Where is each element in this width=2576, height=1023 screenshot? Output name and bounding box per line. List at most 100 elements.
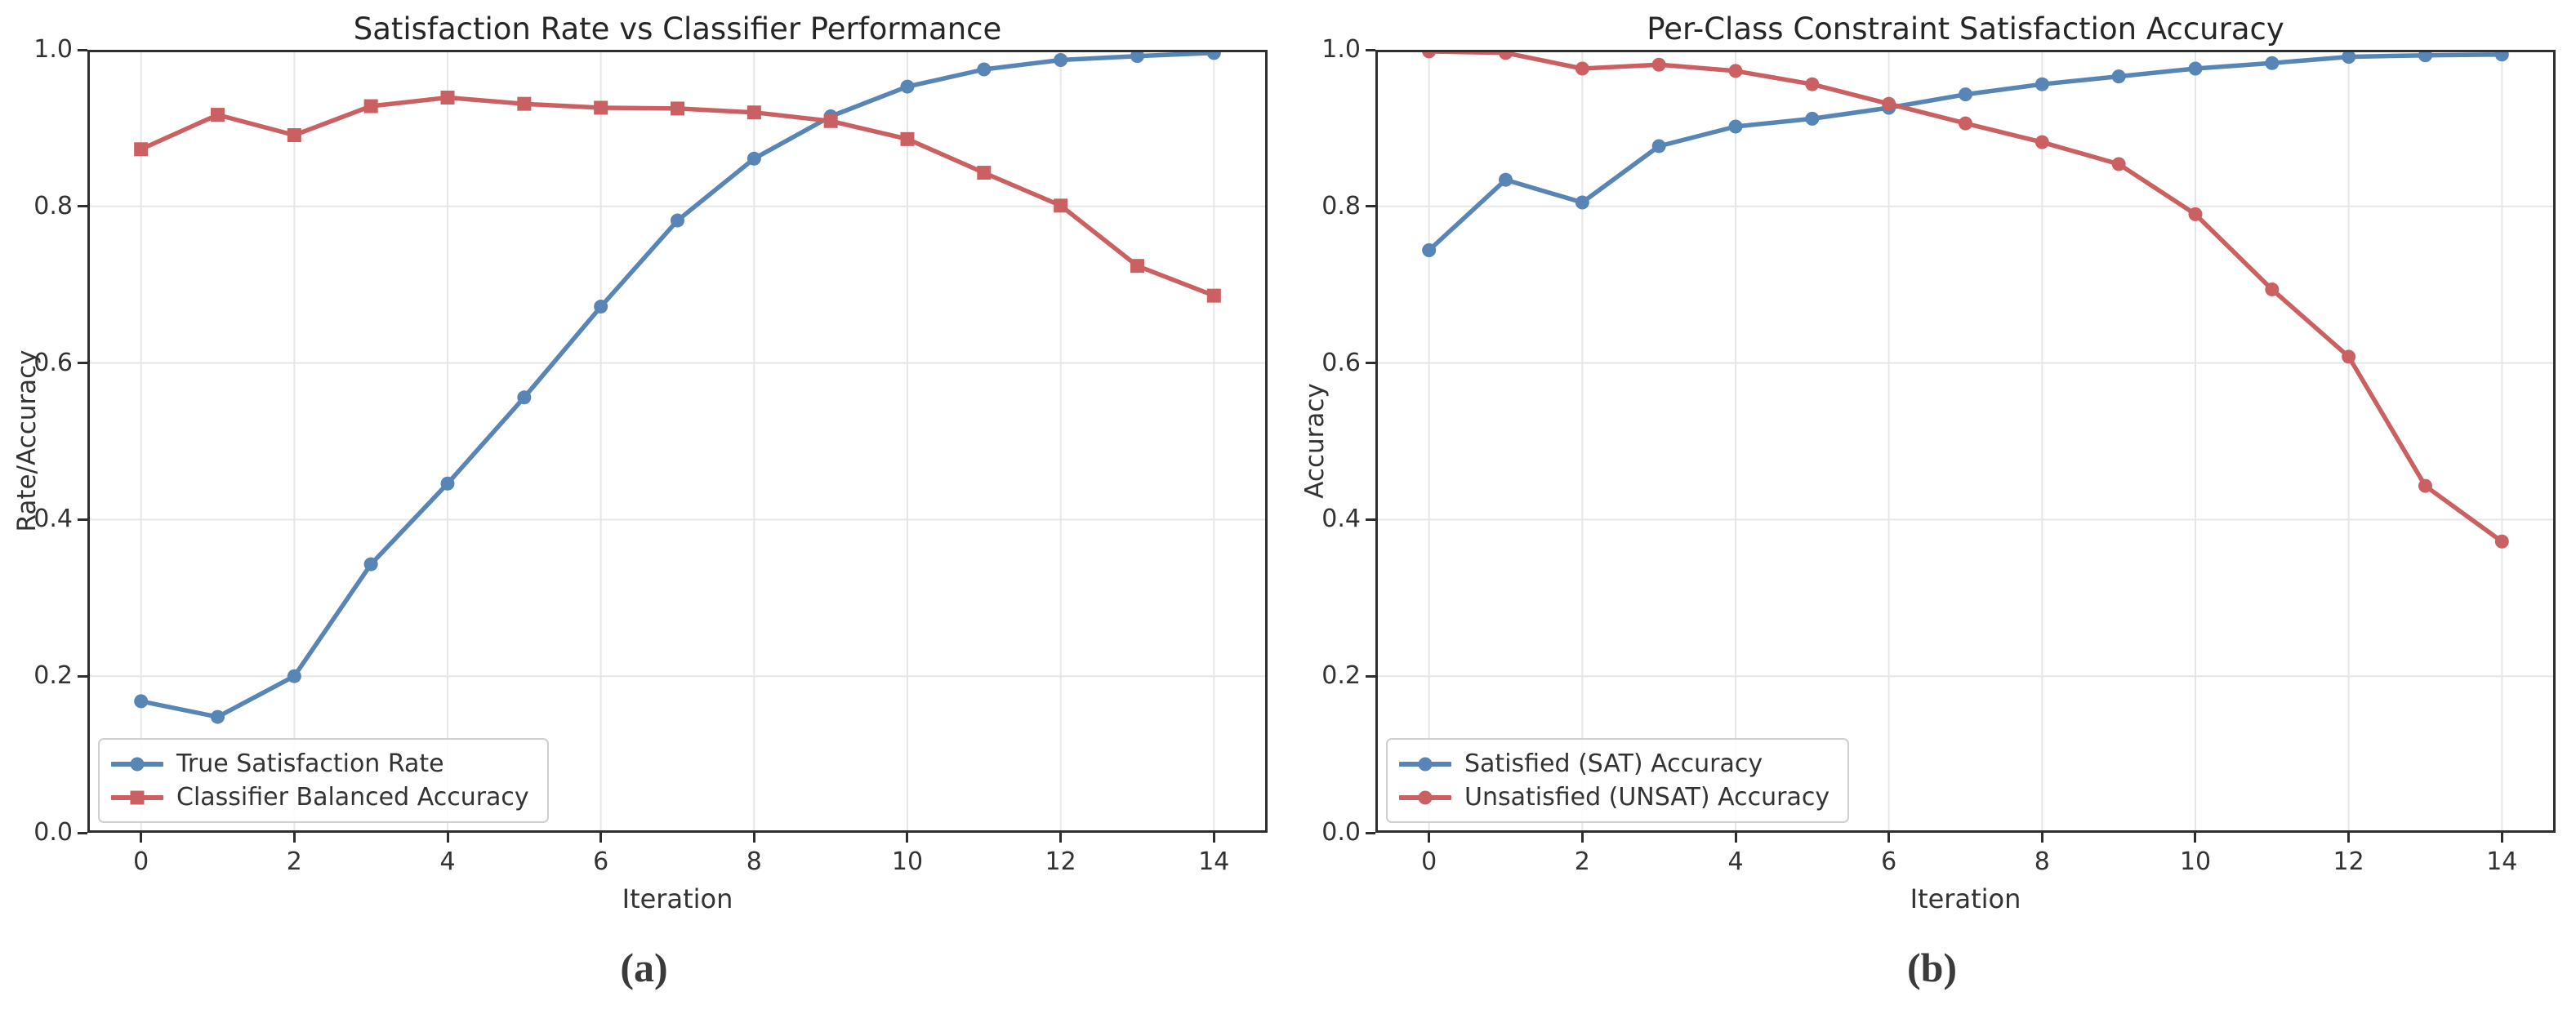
x-tick-label: 4 xyxy=(439,847,456,876)
circle-marker-icon xyxy=(1499,172,1513,187)
y-tick-label: 0.0 xyxy=(33,818,73,847)
circle-marker-icon xyxy=(2188,61,2203,76)
x-tick-label: 12 xyxy=(2333,847,2364,876)
axis-tick-mark xyxy=(1366,831,1375,834)
circle-marker-icon xyxy=(2035,135,2049,149)
circle-marker-icon xyxy=(1805,77,1820,91)
legend-label: Satisfied (SAT) Accuracy xyxy=(1464,749,1763,778)
square-marker-icon xyxy=(671,101,684,116)
square-marker-icon xyxy=(211,108,225,122)
circle-marker-icon xyxy=(130,757,145,771)
square-marker-icon xyxy=(440,90,455,105)
y-tick-label: 1.0 xyxy=(33,35,73,64)
square-marker-icon xyxy=(747,105,761,120)
y-tick-label: 0.2 xyxy=(33,661,73,691)
x-tick-label: 8 xyxy=(746,847,762,876)
axis-tick-mark xyxy=(446,833,449,843)
axis-tick-mark xyxy=(1212,833,1215,843)
x-tick-label: 14 xyxy=(2486,847,2518,876)
square-marker-icon xyxy=(823,113,838,128)
y-tick-label: 0.8 xyxy=(1321,191,1361,220)
panel-a: Satisfaction Rate vs Classifier Performa… xyxy=(12,11,1268,990)
axis-tick-mark xyxy=(78,831,87,834)
circle-marker-icon xyxy=(1418,757,1433,771)
chart-canvas xyxy=(1375,50,2556,833)
x-tick-label: 12 xyxy=(1045,847,1076,876)
circle-marker-icon xyxy=(1575,61,1589,76)
y-tick-label: 1.0 xyxy=(1321,35,1361,64)
x-tick-label: 0 xyxy=(1421,847,1437,876)
circle-marker-icon xyxy=(1728,119,1743,134)
plot-area: True Satisfaction Rate Classifier Balanc… xyxy=(87,50,1268,833)
axis-tick-mark xyxy=(2500,833,2503,843)
circle-marker-icon xyxy=(1959,116,1972,131)
legend-entry: True Satisfaction Rate xyxy=(111,747,529,781)
axis-tick-mark xyxy=(140,833,143,843)
circle-marker-icon xyxy=(1959,87,1972,102)
axis-tick-mark xyxy=(292,833,296,843)
legend: True Satisfaction Rate Classifier Balanc… xyxy=(98,738,549,823)
circle-marker-icon xyxy=(900,79,915,94)
square-marker-icon xyxy=(1054,198,1068,213)
x-tick-label: 4 xyxy=(1727,847,1744,876)
square-marker-icon xyxy=(363,99,378,113)
circle-marker-icon xyxy=(1422,243,1437,258)
legend-line-marker-sample xyxy=(1399,785,1451,810)
circle-marker-icon xyxy=(1805,111,1820,126)
x-tick-label: 10 xyxy=(2179,847,2212,876)
chart-canvas xyxy=(87,50,1268,833)
circle-marker-icon xyxy=(440,476,455,491)
panel-b: Per-Class Constraint Satisfaction Accura… xyxy=(1288,0,2576,1023)
subfigure-caption: (a) xyxy=(620,945,668,990)
circle-marker-icon xyxy=(1499,50,1513,60)
axis-tick-mark xyxy=(1366,48,1375,51)
x-tick-label: 8 xyxy=(2034,847,2050,876)
circle-marker-icon xyxy=(594,300,608,314)
circle-marker-icon xyxy=(2418,478,2432,493)
y-tick-label: 0.8 xyxy=(33,191,73,220)
x-tick-label: 2 xyxy=(286,847,302,876)
circle-marker-icon xyxy=(747,151,761,166)
x-tick-label: 0 xyxy=(133,847,149,876)
y-tick-label: 0.6 xyxy=(33,348,73,377)
square-marker-icon xyxy=(287,128,301,143)
circle-marker-icon xyxy=(1882,96,1896,111)
plot-area: Satisfied (SAT) Accuracy Unsatisfied (UN… xyxy=(1375,50,2556,833)
legend-label: Classifier Balanced Accuracy xyxy=(176,783,529,812)
legend: Satisfied (SAT) Accuracy Unsatisfied (UN… xyxy=(1386,738,1850,823)
axis-tick-mark xyxy=(2194,833,2197,843)
axis-tick-mark xyxy=(1734,833,1737,843)
circle-marker-icon xyxy=(2342,50,2356,64)
legend-label: True Satisfaction Rate xyxy=(176,749,444,778)
square-marker-icon xyxy=(130,790,145,804)
circle-marker-icon xyxy=(2035,77,2049,91)
x-axis-label: Iteration xyxy=(1910,883,2021,914)
axis-tick-mark xyxy=(2347,833,2351,843)
circle-marker-icon xyxy=(1130,50,1144,64)
axis-tick-mark xyxy=(1366,674,1375,678)
y-tick-label: 0.4 xyxy=(1321,505,1361,534)
series-line xyxy=(138,51,1217,719)
y-axis-label: Accuracy xyxy=(1300,383,1330,499)
x-tick-label: 10 xyxy=(891,847,924,876)
circle-marker-icon xyxy=(1418,790,1433,804)
circle-marker-icon xyxy=(1651,139,1666,153)
square-marker-icon xyxy=(900,131,915,146)
axis-tick-mark xyxy=(2040,833,2043,843)
y-tick-label: 0.2 xyxy=(1321,661,1361,691)
circle-marker-icon xyxy=(2188,207,2203,221)
square-marker-icon xyxy=(594,100,608,115)
circle-marker-icon xyxy=(977,62,992,77)
circle-marker-icon xyxy=(2265,56,2280,70)
axis-tick-mark xyxy=(1366,362,1375,365)
axis-tick-mark xyxy=(1059,833,1063,843)
y-tick-label: 0.4 xyxy=(33,505,73,534)
legend-line-marker-sample xyxy=(111,785,163,810)
legend-entry: Unsatisfied (UNSAT) Accuracy xyxy=(1399,781,1829,814)
axis-tick-mark xyxy=(906,833,909,843)
circle-marker-icon xyxy=(517,390,532,405)
axis-tick-mark xyxy=(78,674,87,678)
x-tick-label: 14 xyxy=(1198,847,1230,876)
y-tick-label: 0.0 xyxy=(1321,818,1361,847)
